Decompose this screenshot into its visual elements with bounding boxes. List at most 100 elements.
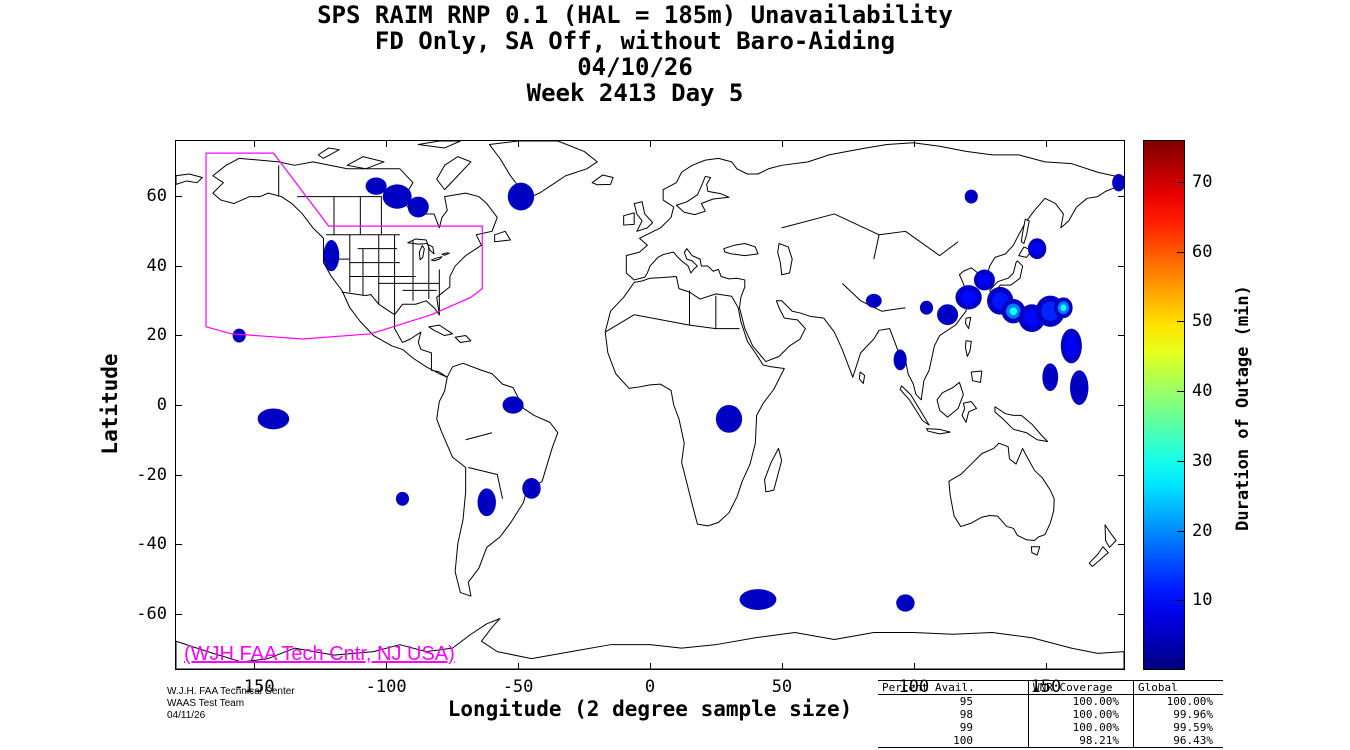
coastline-new-zealand-north	[1105, 525, 1116, 548]
colorbar-tick-label: 40	[1192, 381, 1213, 402]
outage-region	[382, 184, 412, 209]
stats-cell: 98.21%	[1028, 734, 1133, 747]
stats-row: 98 100.00% 99.96%	[878, 708, 1223, 721]
credits-line-1: W.J.H. FAA Technical Center	[167, 686, 295, 697]
x-tick-mark	[518, 141, 520, 147]
outage-region	[502, 396, 524, 414]
colorbar-tick-mark	[1177, 391, 1184, 393]
outage-region	[257, 408, 290, 430]
colorbar-tick-label: 20	[1192, 520, 1213, 541]
x-tick-mark	[1045, 663, 1047, 669]
caspian-sea	[778, 243, 792, 274]
outage-region	[1042, 363, 1059, 392]
map-annotation: (WJH FAA Tech Cntr, NJ USA)	[184, 643, 455, 665]
coastline-sakhalin	[1021, 219, 1029, 243]
x-tick-mark	[913, 141, 915, 147]
credits-block: W.J.H. FAA Technical Center WAAS Test Te…	[167, 686, 295, 722]
title-line-3: 04/10/26	[577, 53, 693, 81]
stats-cell: 99.59%	[1133, 721, 1223, 734]
outage-region	[407, 196, 429, 218]
coastline-ireland	[624, 213, 635, 225]
y-tick-mark	[1118, 265, 1124, 267]
coastline-banks-island	[318, 148, 339, 158]
coastline-java	[927, 429, 951, 434]
availability-table-body: 95 100.00% 100.00% 98 100.00% 99.96% 99 100.00%…	[878, 695, 1223, 747]
outage-region	[960, 289, 977, 305]
y-tick-mark	[176, 405, 182, 406]
x-tick-mark	[913, 663, 915, 669]
lake-erie	[431, 257, 442, 261]
outage-region	[1060, 304, 1067, 312]
coastline-victoria-island	[347, 157, 384, 169]
y-tick-mark	[1118, 544, 1124, 546]
y-tick-mark	[1118, 195, 1124, 197]
colorbar-tick-label: 70	[1192, 171, 1213, 192]
coverage-boundary-layer	[206, 153, 482, 339]
waas-coverage-boundary	[206, 153, 482, 339]
colorbar-tick-label: 30	[1192, 450, 1213, 471]
outage-region	[323, 240, 340, 272]
y-tick-mark	[176, 265, 182, 267]
coastline-eurasia	[626, 143, 1124, 400]
coastline-africa	[605, 276, 784, 525]
world-map	[176, 141, 1124, 669]
outage-region	[522, 477, 541, 499]
outage-region	[1070, 370, 1089, 405]
coastline-luzon	[965, 341, 971, 357]
coastline-cuba	[429, 325, 453, 335]
x-tick-mark	[518, 663, 520, 669]
stats-cell: 100.00%	[1028, 721, 1133, 734]
colorbar-tick-mark	[1177, 530, 1184, 532]
stats-cell: 99.96%	[1133, 708, 1223, 721]
coastline-australia	[949, 443, 1054, 540]
colorbar-tick-mark	[1177, 251, 1184, 253]
outage-region	[739, 589, 777, 610]
x-tick-label: 0	[644, 677, 656, 697]
y-tick-mark	[176, 335, 182, 337]
lake-ontario	[442, 253, 449, 255]
x-axis-label: Longitude (2 degree sample size)	[447, 697, 853, 721]
x-tick-mark	[386, 141, 388, 147]
header-percent-avail: Percent Avail.	[882, 681, 975, 694]
colorbar-tick-mark	[1177, 600, 1184, 602]
coastline-sumatra	[900, 386, 929, 425]
stats-cell: 96.43%	[1133, 734, 1223, 747]
title-block: SPS RAIM RNP 0.1 (HAL = 185m) Unavailabi…	[0, 2, 1270, 106]
y-tick-mark	[1118, 474, 1124, 476]
credits-line-3: 04/11/26	[167, 710, 206, 721]
y-tick-mark	[176, 614, 182, 616]
stats-cell: 100.00%	[1028, 708, 1133, 721]
outage-region	[1023, 309, 1040, 327]
y-tick-label: 20	[146, 325, 167, 346]
y-tick-mark	[1118, 614, 1124, 616]
colorbar-tick-mark	[1177, 181, 1184, 183]
outage-region	[365, 177, 387, 195]
x-tick-mark	[650, 663, 651, 669]
y-tick-label: -40	[136, 534, 167, 555]
header-global: Global	[1133, 681, 1223, 694]
colorbar-tick-label: 50	[1192, 311, 1213, 332]
y-tick-label: 40	[146, 255, 167, 276]
header-wnr-coverage: WNR Coverage	[1028, 681, 1133, 694]
colorbar-tick-mark	[1177, 321, 1184, 323]
coastline-iceland	[592, 175, 613, 185]
colorbar-tick-label: 10	[1192, 590, 1213, 611]
y-tick-mark	[1118, 335, 1124, 337]
stats-row: 100 98.21% 96.43%	[878, 734, 1223, 747]
coastline-greenland	[489, 141, 597, 197]
colorbar-tick-label: 60	[1192, 241, 1213, 262]
coastline-tasmania	[1031, 547, 1039, 555]
plot-area: (WJH FAA Tech Cntr, NJ USA)	[175, 140, 1125, 670]
coastline-mindanao	[971, 371, 982, 382]
x-tick-label: 50	[771, 677, 793, 697]
coastline-baffin-island	[437, 157, 471, 190]
baltic-sea	[676, 176, 729, 214]
coastline-new-guinea	[995, 407, 1048, 442]
x-tick-mark	[386, 663, 388, 669]
outage-region	[395, 491, 410, 506]
title-line-4: Week 2413 Day 5	[526, 79, 744, 107]
title-line-2: FD Only, SA Off, without Baro-Aiding	[374, 27, 896, 55]
outage-region	[507, 182, 535, 211]
lake-michigan	[419, 246, 424, 260]
y-tick-label: -60	[136, 604, 167, 625]
